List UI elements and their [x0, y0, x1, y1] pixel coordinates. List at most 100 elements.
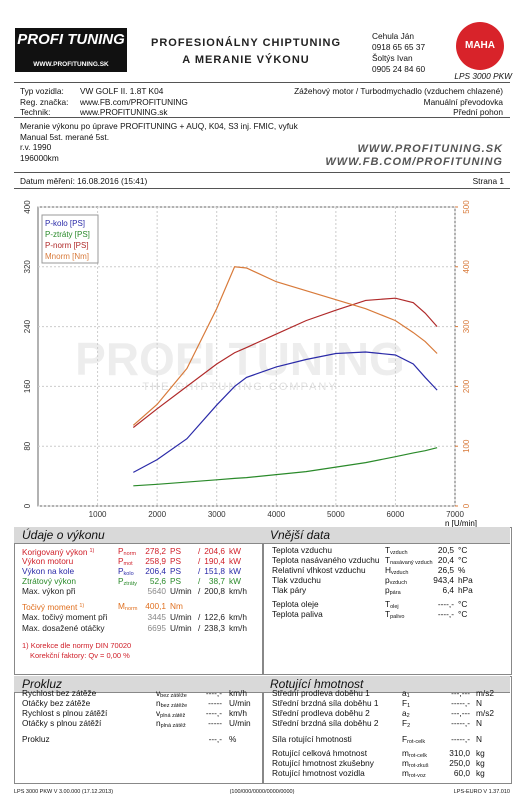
symbol: mrot-celk [402, 748, 427, 761]
separator: / [198, 556, 201, 566]
unit: N [476, 718, 482, 728]
legend-box [41, 214, 99, 264]
subscript: olej [390, 604, 399, 610]
rule [14, 82, 510, 83]
label: Střední prodleva doběhu 1 [272, 688, 370, 698]
note: 1) Korekce dle normy DIN 70020 [22, 641, 132, 650]
y-tick-label: 240 [23, 319, 32, 333]
vehicle-info: Zážehový motor / Turbodmychadlo (vzduche… [294, 86, 503, 96]
symbol-letter: T [385, 545, 391, 555]
description: 196000km [20, 152, 59, 163]
symbol: Pmot [118, 556, 133, 569]
value: 60,0 [453, 768, 470, 778]
symbol-letter: H [385, 565, 391, 575]
separator: / [198, 623, 201, 633]
y-tick-label: 400 [23, 200, 32, 214]
unit: % [458, 565, 466, 575]
value: 38,7 [208, 576, 225, 586]
label: Rotující celková hmotnost [272, 748, 367, 758]
label: Teplota nasávaného vzduchu [272, 555, 380, 565]
y-tick-label: 80 [23, 441, 32, 450]
value: 151,8 [204, 566, 225, 576]
unit: kg [476, 758, 485, 768]
label: Teplota paliva [272, 609, 323, 619]
symbol: Tolej [385, 599, 399, 612]
symbol: Tpalivo [385, 609, 404, 622]
unit: km/h [229, 623, 247, 633]
separator: / [198, 566, 201, 576]
label: Rychlost bez zátěže [22, 688, 97, 698]
subscript: norm [124, 606, 138, 612]
symbol-letter: T [385, 599, 391, 609]
contact: 0918 65 65 37 [372, 42, 426, 52]
y-tick-label: 0 [23, 503, 32, 508]
symbol: a2 [402, 708, 410, 721]
unit: hPa [458, 575, 473, 585]
value: -----,- [451, 718, 470, 728]
subscript: bez zátěže [160, 703, 188, 709]
section-title: Prokluz [14, 676, 262, 693]
value: ----,- [205, 708, 222, 718]
symbol-letter: M [118, 601, 125, 611]
symbol: ppára [385, 585, 401, 598]
label: Síla rotující hmotnosti [272, 734, 352, 744]
maha: MAHA [465, 40, 495, 51]
label: Výkon motoru [22, 556, 74, 566]
unit: U/min [170, 586, 192, 596]
label: Střední brzdná síla doběhu 1 [272, 698, 379, 708]
value: 6695 [147, 623, 166, 633]
note: 1) [79, 603, 85, 609]
value: 204,6 [204, 546, 225, 556]
value: ----,- [205, 688, 222, 698]
symbol: pvzduch [385, 575, 407, 588]
value: 310,0 [449, 748, 470, 758]
subscript: mot [123, 561, 133, 567]
unit: km/h [229, 708, 247, 718]
label: Max. dosažené otáčky [22, 623, 105, 633]
promo: WWW.PROFITUNING.SK [357, 143, 503, 155]
symbol-letter: p [385, 585, 390, 595]
series-line [133, 447, 438, 487]
value: 5640 [147, 586, 166, 596]
unit: °C [458, 545, 468, 555]
vehicle-value: www.PROFITUNING.sk [80, 107, 168, 117]
subscript: rot-voz [408, 773, 426, 779]
symbol-letter: v [156, 708, 161, 718]
separator: / [198, 612, 201, 622]
label: Relativní vlhkost vzduchu [272, 565, 366, 575]
unit: % [229, 734, 237, 744]
note: Korekční faktory: Qv = 0,00 % [30, 651, 130, 660]
symbol-letter: F [402, 734, 408, 744]
subscript: ztráty [123, 581, 137, 587]
unit: N [476, 734, 482, 744]
subscript: kolo [123, 571, 134, 577]
subscript: 2 [407, 723, 411, 729]
symbol: Pztráty [118, 576, 137, 589]
value: 278,2 [145, 546, 166, 556]
value: 20,4 [437, 555, 454, 565]
label: Otáčky bez zátěže [22, 698, 91, 708]
unit: U/min [170, 623, 192, 633]
label: Teplota vzduchu [272, 545, 332, 555]
label: Otáčky s plnou zátěží [22, 718, 102, 728]
subscript: 1 [406, 693, 410, 699]
section-title: Údaje o výkonu [14, 527, 262, 544]
x-tick-label: 6000 [387, 510, 405, 519]
symbol: Tnasávaný vzduch [385, 555, 433, 568]
unit: kW [229, 566, 241, 576]
value: -----,- [451, 734, 470, 744]
symbol: vbez zátěže [156, 688, 187, 701]
value: ----,- [437, 609, 454, 619]
label: Prokluz [22, 734, 50, 744]
symbol-letter: P [118, 566, 124, 576]
separator: / [198, 576, 201, 586]
value: 26,5 [437, 565, 454, 575]
label: Max. výkon při [22, 586, 76, 596]
symbol: F2 [402, 718, 410, 731]
rule [14, 188, 510, 189]
description: r.v. 1990 [20, 142, 52, 152]
symbol-letter: p [385, 575, 390, 585]
footer: (100/000/0000/0000/0000) [229, 789, 295, 795]
unit: km/h [229, 612, 247, 622]
value: 943,4 [433, 575, 454, 585]
